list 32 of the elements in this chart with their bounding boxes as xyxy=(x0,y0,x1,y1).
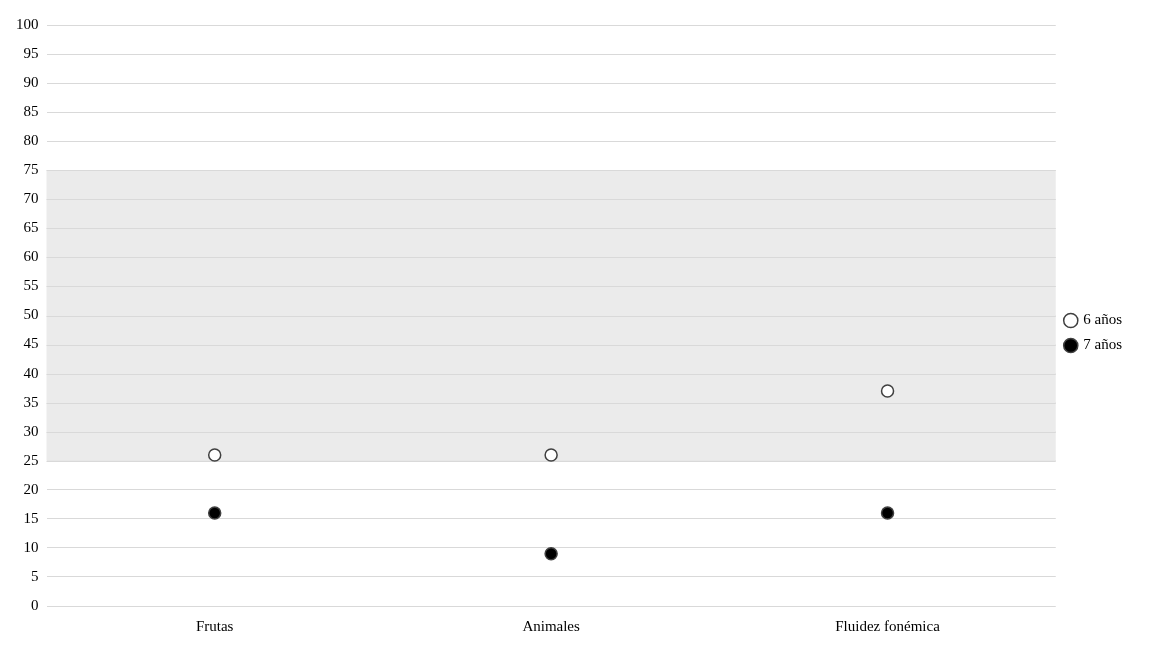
x-tick-label: Animales xyxy=(522,617,581,634)
y-tick-label: 65 xyxy=(23,219,39,236)
point xyxy=(880,506,895,520)
legend-label: 6 años xyxy=(1083,311,1123,328)
y-tick-label: 95 xyxy=(23,44,39,61)
y-tick-label: 10 xyxy=(23,538,39,555)
y-tick-label: 50 xyxy=(23,306,39,323)
y-tick-label: 0 xyxy=(31,596,39,613)
y-tick-label: 60 xyxy=(23,248,39,265)
y-tick-label: 75 xyxy=(23,161,39,178)
y-tick-label: 5 xyxy=(31,567,39,584)
legend-label: 7 años xyxy=(1083,336,1123,353)
y-tick-label: 100 xyxy=(16,15,39,32)
y-tick-label: 25 xyxy=(23,451,39,468)
y-tick-label: 40 xyxy=(23,364,39,381)
y-tick-label: 35 xyxy=(23,393,39,410)
point xyxy=(207,448,222,462)
y-tick-label: 45 xyxy=(23,335,39,352)
point xyxy=(544,546,558,561)
y-tick-label: 85 xyxy=(23,103,39,120)
y-tick-label: 90 xyxy=(23,74,39,91)
point xyxy=(880,384,895,398)
y-tick-label: 20 xyxy=(23,480,39,497)
point xyxy=(544,448,558,462)
y-tick-label: 55 xyxy=(23,277,39,294)
x-tick-label: Fluidez fonémica xyxy=(835,617,941,634)
x-tick-label: Frutas xyxy=(195,617,234,634)
point xyxy=(207,506,222,520)
y-tick-label: 15 xyxy=(23,509,39,526)
y-tick-label: 80 xyxy=(23,132,39,149)
y-tick-label: 70 xyxy=(23,190,39,207)
y-tick-label: 30 xyxy=(23,422,39,439)
